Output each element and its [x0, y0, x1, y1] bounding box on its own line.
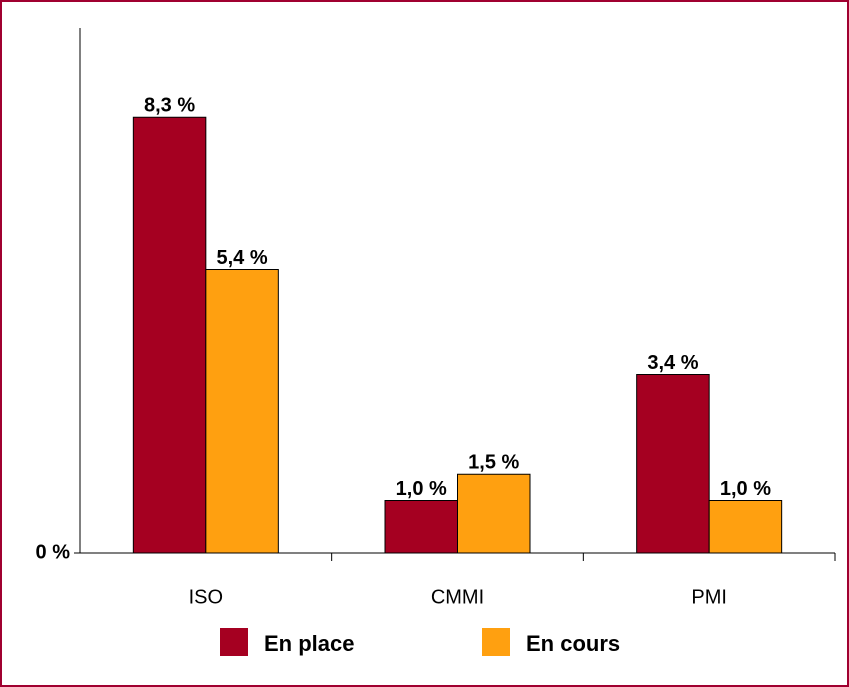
bar — [636, 374, 710, 554]
legend-swatch — [220, 628, 248, 656]
legend-label: En cours — [526, 631, 620, 656]
value-label: 3,4 % — [647, 352, 698, 374]
bar — [205, 269, 279, 554]
value-label: 8,3 % — [144, 95, 195, 117]
value-label: 1,0 % — [720, 478, 771, 500]
bar — [708, 500, 783, 554]
legend-swatch — [482, 628, 510, 656]
bar — [132, 116, 207, 554]
value-label: 5,4 % — [217, 247, 268, 269]
legend-label: En place — [264, 631, 354, 656]
value-label: 1,0 % — [396, 478, 447, 500]
bar — [384, 500, 458, 554]
value-label: 1,5 % — [468, 452, 519, 474]
x-tick-label: ISO — [189, 586, 223, 608]
x-tick-label: PMI — [691, 586, 727, 608]
bar — [457, 473, 531, 554]
x-tick-label: CMMI — [431, 586, 484, 608]
y-tick-label: 0 % — [36, 541, 71, 563]
